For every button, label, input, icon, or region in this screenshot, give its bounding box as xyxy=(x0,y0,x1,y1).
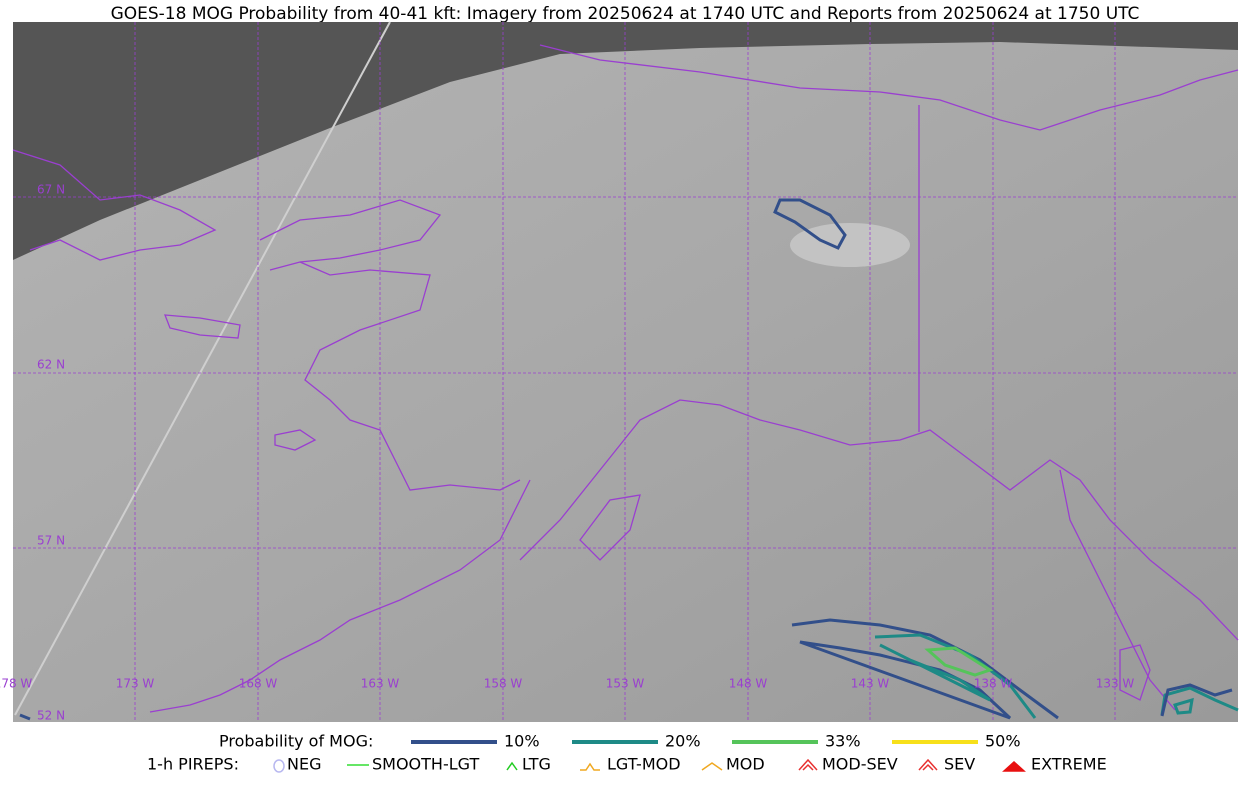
longitude-label: 133 W xyxy=(1096,677,1135,691)
latitude-label: 57 N xyxy=(37,534,65,548)
longitude-label: 148 W xyxy=(729,677,768,691)
longitude-label: 168 W xyxy=(239,677,278,691)
pirep-icon xyxy=(918,758,938,771)
legend-label: MOD xyxy=(726,755,765,774)
pireps-label: 1-h PIREPS: xyxy=(147,755,239,774)
longitude-label: 143 W xyxy=(851,677,890,691)
longitude-label: 153 W xyxy=(606,677,645,691)
legend-label: 20% xyxy=(665,732,701,751)
pirep-icon xyxy=(701,762,723,771)
legend: Probability of MOG: 10% 20% 33% 50% 1-h PIREP… xyxy=(147,732,1107,774)
no-data-region xyxy=(13,22,1238,260)
latitude-label: 62 N xyxy=(37,358,65,372)
longitude-label: 163 W xyxy=(361,677,400,691)
pirep-icon xyxy=(273,759,285,773)
longitude-label: 178 W xyxy=(0,677,32,691)
pirep-icon xyxy=(1002,760,1026,772)
legend-label: LTG xyxy=(522,755,551,774)
legend-label: EXTREME xyxy=(1031,755,1107,774)
probability-contours xyxy=(19,198,1239,721)
pirep-icon xyxy=(798,758,818,771)
legend-label: SEV xyxy=(944,755,975,774)
coastlines xyxy=(12,44,1239,713)
grid-lines xyxy=(13,22,1238,722)
legend-label: NEG xyxy=(287,755,321,774)
pirep-icon xyxy=(580,762,600,771)
longitude-label: 158 W xyxy=(484,677,523,691)
longitude-label: 138 W xyxy=(974,677,1013,691)
legend-label: 10% xyxy=(504,732,540,751)
legend-label: SMOOTH-LGT xyxy=(372,755,479,774)
longitude-label: 173 W xyxy=(116,677,155,691)
pirep-icon xyxy=(506,761,518,771)
legend-label: 50% xyxy=(985,732,1021,751)
legend-label: 33% xyxy=(825,732,861,751)
satellite-track xyxy=(14,21,391,716)
map: 67 N 62 N 57 N 52 N 178 W 173 W 168 W 163 W 158 … xyxy=(0,21,1239,723)
legend-label: MOD-SEV xyxy=(822,755,898,774)
probability-label: Probability of MOG: xyxy=(219,732,373,751)
bright-cloud xyxy=(790,223,910,267)
latitude-label: 52 N xyxy=(37,709,65,723)
title: GOES-18 MOG Probability from 40-41 kft: … xyxy=(111,4,1140,24)
legend-label: LGT-MOD xyxy=(607,755,681,774)
latitude-label: 67 N xyxy=(37,183,65,197)
